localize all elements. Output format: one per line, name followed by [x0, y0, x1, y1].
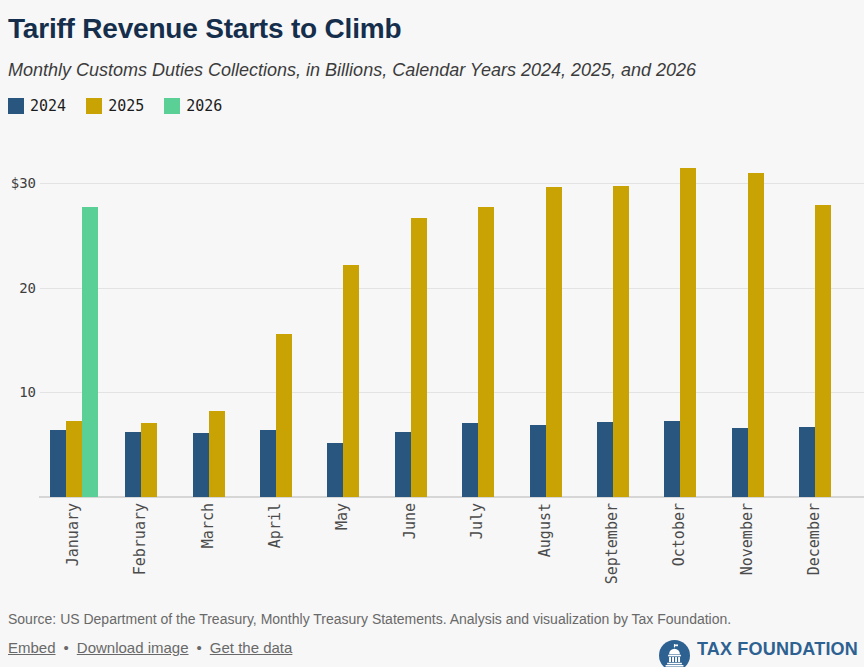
chart-plot: $30 20 10 January February March April May June J…: [0, 0, 864, 667]
x-axis-label-august: August: [536, 503, 554, 557]
bar-2025-april: [276, 334, 292, 497]
bar-2024-april: [260, 430, 276, 497]
y-axis-tick-label: $30: [0, 175, 36, 191]
get-the-data-link[interactable]: Get the data: [210, 639, 293, 656]
chart-card: Tariff Revenue Starts to Climb Monthly C…: [0, 0, 864, 667]
footer-links: Embed • Download image • Get the data: [8, 639, 292, 656]
embed-link[interactable]: Embed: [8, 639, 56, 656]
gridline-10: [40, 392, 864, 393]
download-image-link[interactable]: Download image: [77, 639, 189, 656]
bar-2024-august: [530, 425, 546, 497]
bar-2025-october: [680, 168, 696, 497]
x-axis-label-september: September: [603, 503, 621, 584]
bar-2025-july: [478, 207, 494, 497]
bar-2026-january: [82, 207, 98, 497]
x-axis-label-december: December: [805, 503, 823, 575]
bar-2025-march: [209, 411, 225, 497]
bar-2025-august: [546, 187, 562, 497]
x-axis-label-october: October: [670, 503, 688, 566]
bar-2025-november: [748, 173, 764, 497]
separator-dot: •: [64, 639, 69, 656]
x-axis-label-november: November: [738, 503, 756, 575]
source-note: Source: US Department of the Treasury, M…: [8, 611, 731, 627]
bar-2025-december: [815, 205, 831, 497]
gridline-30: [40, 183, 864, 184]
bar-2024-january: [50, 430, 66, 497]
bar-2024-march: [193, 433, 209, 497]
bar-2024-november: [732, 428, 748, 497]
x-axis-label-june: June: [401, 503, 419, 539]
bar-2025-february: [141, 423, 157, 497]
x-axis-label-february: February: [131, 503, 149, 575]
bar-2024-december: [799, 427, 815, 497]
bar-2024-october: [664, 421, 680, 497]
x-axis-label-april: April: [266, 503, 284, 548]
x-axis-label-march: March: [199, 503, 217, 548]
bar-2025-september: [613, 186, 629, 497]
brand-name: TAX FOUNDATION: [697, 639, 858, 660]
bar-2024-february: [125, 432, 141, 497]
gridline-20: [40, 288, 864, 289]
capitol-icon: [659, 640, 690, 667]
bar-2024-september: [597, 422, 613, 497]
bar-2024-may: [327, 443, 343, 497]
x-axis-label-january: January: [64, 503, 82, 566]
x-axis-label-may: May: [333, 503, 351, 530]
separator-dot: •: [197, 639, 202, 656]
bar-2024-june: [395, 432, 411, 497]
x-axis-label-july: July: [468, 503, 486, 539]
y-axis-tick-label: 20: [0, 280, 36, 296]
tax-foundation-logo: TAX FOUNDATION: [659, 631, 858, 667]
bar-2024-july: [462, 423, 478, 497]
bar-2025-january: [66, 421, 82, 497]
y-axis-tick-label: 10: [0, 384, 36, 400]
bar-2025-may: [343, 265, 359, 497]
bar-2025-june: [411, 218, 427, 497]
